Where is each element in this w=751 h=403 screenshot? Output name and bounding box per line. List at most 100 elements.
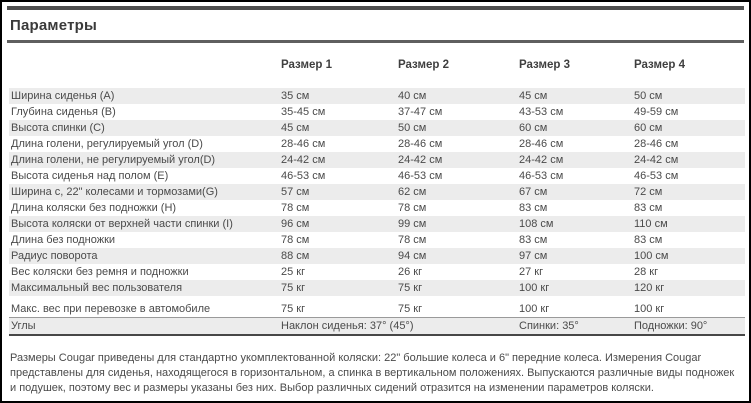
cell-value: 100 кг: [519, 282, 550, 294]
cell-value: 83 см: [634, 234, 663, 246]
cell-value: 67 см: [519, 186, 548, 198]
cell-value: 108 см: [519, 218, 554, 230]
row-label: Глубина сиденья (B): [11, 106, 116, 118]
footnote: Размеры Cougar приведены для стандартно …: [10, 352, 735, 394]
title-rule: [7, 40, 744, 43]
cell-value: 27 кг: [519, 266, 544, 278]
row-label: Радиус поворота: [11, 250, 98, 262]
table-row-angles: Углы Наклон сиденья: 37° (45°) Спинки: 3…: [9, 317, 745, 336]
table-header-row: Размер 1 Размер 2 Размер 3 Размер 4: [9, 59, 745, 88]
cell-value: 75 кг: [396, 296, 517, 318]
cell-value: 49-59 см: [634, 106, 679, 118]
table-row: Длина коляски без подножки (H) 78 см 78 см…: [9, 200, 745, 216]
table-row: Высота спинки (C) 45 см 50 см 60 см 60 см: [9, 120, 745, 136]
cell-value: 100 кг: [632, 296, 745, 318]
cell-value: 62 см: [398, 186, 427, 198]
column-header-size-1: Размер 1: [281, 59, 333, 71]
cell-value: 83 см: [634, 202, 663, 214]
row-label: Ширина с, 22" колесами и тормозами(G): [11, 186, 218, 198]
angles-seat-tilt-value: Наклон сиденья: 37° (45°): [279, 317, 517, 336]
cell-value: 94 см: [398, 250, 427, 262]
cell-value: 60 см: [519, 122, 548, 134]
cell-value: 40 см: [398, 90, 427, 102]
cell-value: 72 см: [634, 186, 663, 198]
cell-value: 28 кг: [634, 266, 659, 278]
table-row: Длина голени, регулируемый угол (D) 28-46…: [9, 136, 745, 152]
cell-value: 100 кг: [517, 296, 632, 318]
cell-value: 88 см: [281, 250, 310, 262]
row-label: Высота коляски от верхней части спинки (…: [11, 218, 233, 230]
cell-value: 24-42 см: [281, 154, 326, 166]
cell-value: 75 кг: [281, 282, 306, 294]
table-row: Радиус поворота 88 см 94 см 97 см 100 см: [9, 248, 745, 264]
table-row: Вес коляски без ремня и подножки 25 кг 26 …: [9, 264, 745, 280]
cell-value: 78 см: [398, 234, 427, 246]
cell-value: 120 кг: [634, 282, 665, 294]
cell-value: 110 см: [634, 218, 668, 230]
cell-value: 60 см: [634, 122, 663, 134]
cell-value: 25 кг: [281, 266, 306, 278]
cell-value: 78 см: [281, 202, 310, 214]
page-title: Параметры: [10, 17, 97, 34]
column-header-size-2: Размер 2: [398, 59, 450, 71]
cell-value: 75 кг: [398, 282, 423, 294]
cell-value: 46-53 см: [634, 170, 679, 182]
cell-value: 50 см: [398, 122, 427, 134]
cell-value: 83 см: [519, 234, 548, 246]
cell-value: 35 см: [281, 90, 310, 102]
table-row: Макс. вес при перевозке в автомобиле 75 к…: [9, 296, 745, 318]
row-label: Длина голени, регулируемый угол (D): [11, 138, 203, 150]
cell-value: 28-46 см: [398, 138, 443, 150]
cell-value: 78 см: [398, 202, 427, 214]
row-label: Ширина сиденья (A): [11, 90, 115, 102]
parameters-table: Размер 1 Размер 2 Размер 3 Размер 4 Шири…: [9, 59, 745, 336]
cell-value: 24-42 см: [634, 154, 679, 166]
cell-value: 99 см: [398, 218, 427, 230]
column-header-size-3: Размер 3: [519, 59, 571, 71]
row-label: Высота спинки (C): [11, 122, 105, 134]
column-header-size-4: Размер 4: [634, 59, 686, 71]
spec-table-body: Ширина сиденья (A) 35 см 40 см 45 см 50 см Гл…: [9, 88, 745, 318]
row-label: Длина голени, не регулируемый угол(D): [11, 154, 216, 166]
cell-value: 96 см: [281, 218, 310, 230]
cell-value: 100 см: [634, 250, 669, 262]
table-row: Высота сиденья над полом (E) 46-53 см 46-5…: [9, 168, 745, 184]
cell-value: 37-47 см: [398, 106, 443, 118]
cell-value: 83 см: [519, 202, 548, 214]
cell-value: 24-42 см: [519, 154, 564, 166]
cell-value: 46-53 см: [281, 170, 326, 182]
cell-value: 75 кг: [279, 296, 396, 318]
cell-value: 46-53 см: [398, 170, 443, 182]
table-row: Высота коляски от верхней части спинки (…: [9, 216, 745, 232]
table-row: Максимальный вес пользователя 75 кг 75 кг 1…: [9, 280, 745, 299]
table-row: Ширина с, 22" колесами и тормозами(G) 57 …: [9, 184, 745, 200]
cell-value: 57 см: [281, 186, 310, 198]
header-empty-cell: [9, 59, 279, 88]
top-rule: [7, 6, 744, 10]
cell-value: 28-46 см: [634, 138, 679, 150]
table-row: Длина без подножки 78 см 78 см 83 см 83 см: [9, 232, 745, 248]
angles-back-value: Спинки: 35°: [517, 317, 632, 336]
cell-value: 43-53 см: [519, 106, 564, 118]
row-label: Макс. вес при перевозке в автомобиле: [9, 296, 279, 318]
row-label: Высота сиденья над полом (E): [11, 170, 169, 182]
row-label: Максимальный вес пользователя: [11, 282, 183, 294]
table-row: Длина голени, не регулируемый угол(D) 24-…: [9, 152, 745, 168]
row-label: Длина коляски без подножки (H): [11, 202, 177, 214]
cell-value: 46-53 см: [519, 170, 564, 182]
cell-value: 35-45 см: [281, 106, 326, 118]
cell-value: 28-46 см: [519, 138, 564, 150]
row-label: Углы: [9, 317, 279, 336]
angles-footrest-value: Подножки: 90°: [632, 317, 745, 336]
cell-value: 50 см: [634, 90, 663, 102]
row-label: Длина без подножки: [11, 234, 116, 246]
cell-value: 28-46 см: [281, 138, 326, 150]
table-row: Ширина сиденья (A) 35 см 40 см 45 см 50 см: [9, 88, 745, 104]
cell-value: 78 см: [281, 234, 310, 246]
cell-value: 97 см: [519, 250, 548, 262]
cell-value: 26 кг: [398, 266, 423, 278]
table-row: Глубина сиденья (B) 35-45 см 37-47 см 43-53…: [9, 104, 745, 120]
row-label: Вес коляски без ремня и подножки: [11, 266, 189, 278]
cell-value: 45 см: [519, 90, 548, 102]
